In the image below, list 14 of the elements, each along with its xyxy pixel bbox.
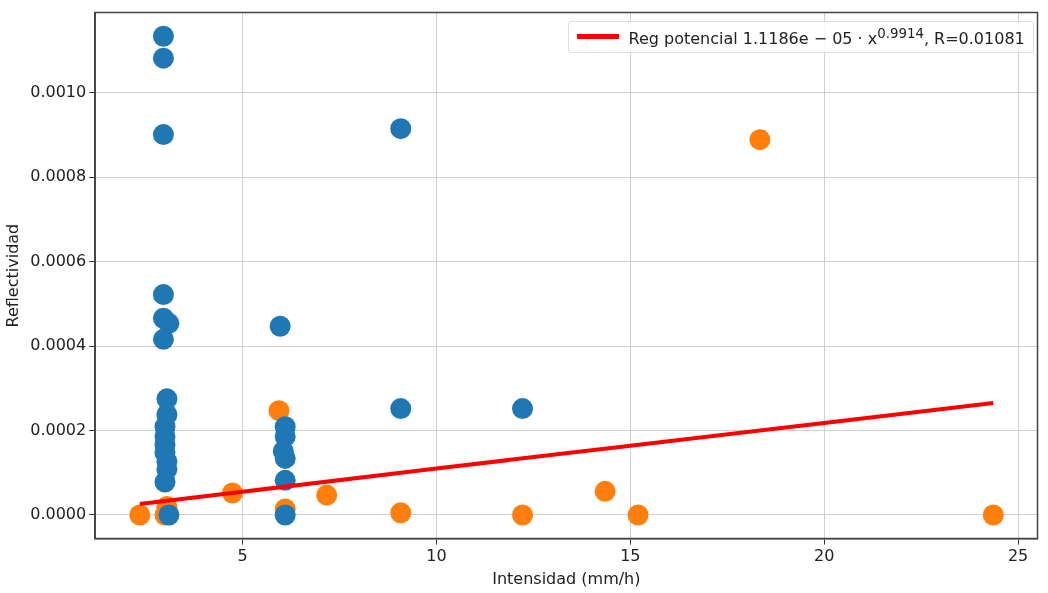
x-tick-label: 5 xyxy=(237,546,248,566)
x-tick-label: 20 xyxy=(814,546,835,566)
y-tick-label: 0.0002 xyxy=(30,419,87,439)
y-tick-label: 0.0008 xyxy=(30,166,87,186)
x-tick-label: 15 xyxy=(620,546,641,566)
y-tick-label: 0.0000 xyxy=(30,504,87,524)
y-tick-label: 0.0010 xyxy=(30,81,87,101)
legend-label: Reg potencial 1.1186e − 05 · x$^{0.9914}$, R=0.01081 xyxy=(628,25,1025,48)
y-axis-title: Reflectividad xyxy=(2,223,22,328)
x-tick-label: 25 xyxy=(1007,546,1029,566)
y-tick-label: 0.0006 xyxy=(30,250,87,270)
y-tick-label: 0.0004 xyxy=(30,335,87,355)
x-axis-title: Intensidad (mm/h) xyxy=(492,568,641,588)
x-tick-label: 10 xyxy=(426,546,447,566)
